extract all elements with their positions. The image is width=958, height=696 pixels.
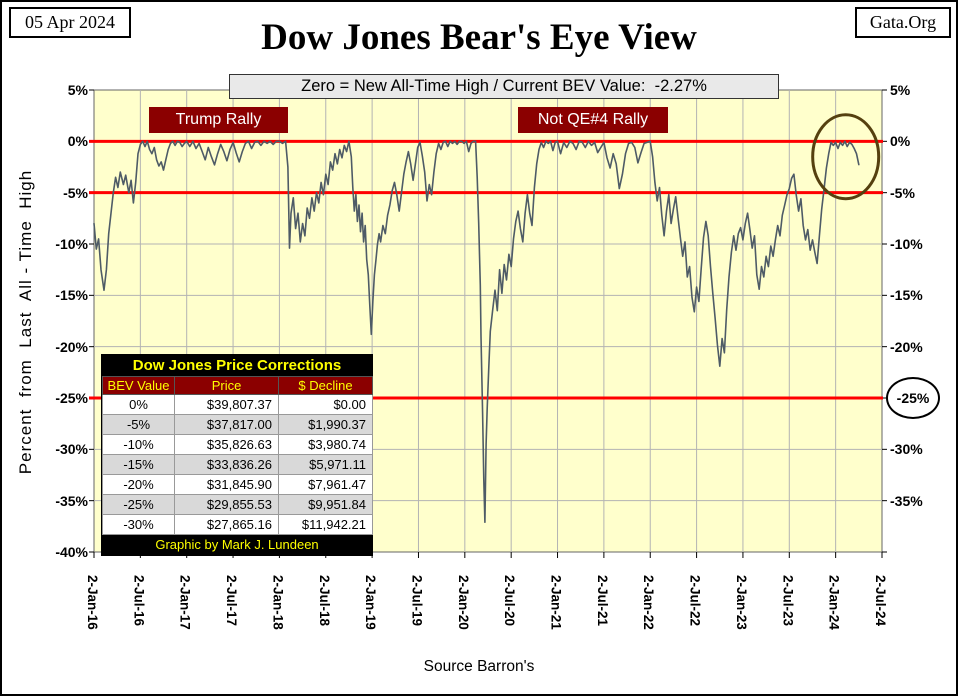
table-cell: -5%	[102, 414, 175, 435]
table-row: -30% $27,865.16 $11,942.21	[102, 514, 373, 535]
table-cell: $35,826.63	[174, 434, 279, 455]
x-axis-tick-label: 2-Jul-16	[131, 575, 147, 627]
y-axis-tick-label-right: -15%	[890, 287, 923, 304]
y-axis-tick-label-left: -35%	[55, 492, 88, 509]
table-title: Dow Jones Price Corrections	[102, 355, 372, 376]
y-axis-tick-label-left: 5%	[67, 82, 88, 98]
x-axis-tick-label: 2-Jan-18	[270, 575, 286, 630]
y-axis-tick-label-right: -30%	[890, 441, 923, 458]
x-axis-tick-label: 2-Jan-22	[641, 575, 657, 630]
table-cell: $33,836.26	[174, 454, 279, 475]
table-column-header: $ Decline	[278, 376, 373, 395]
table-cell: $39,807.37	[174, 394, 279, 415]
y-axis-tick-label-left: -30%	[55, 441, 88, 458]
y-axis-tick-label-left: -10%	[55, 236, 88, 252]
x-axis-tick-label: 2-Jul-17	[224, 575, 240, 627]
table-header-row: BEV Value Price $ Decline	[102, 376, 373, 395]
x-axis-tick-label: 2-Jul-23	[780, 575, 796, 627]
table-cell: $9,951.84	[278, 494, 373, 515]
y-axis-tick-label-left: -20%	[55, 338, 88, 355]
table-cell: 0%	[102, 394, 175, 415]
table-cell: $37,817.00	[174, 414, 279, 435]
date-box: 05 Apr 2024	[9, 7, 131, 38]
table-row: -15% $33,836.26 $5,971.11	[102, 454, 373, 475]
subtitle-banner: Zero = New All-Time High / Current BEV V…	[229, 74, 779, 99]
y-axis-tick-label-right: -5%	[890, 184, 915, 201]
y-axis-tick-label-left: -15%	[55, 287, 88, 304]
table-column-header: BEV Value	[102, 376, 175, 395]
bev-series-line	[93, 140, 860, 524]
table-row: -20% $31,845.90 $7,961.47	[102, 474, 373, 495]
table-credit: Graphic by Mark J. Lundeen	[102, 535, 372, 555]
x-axis-tick-label: 2-Jan-19	[363, 575, 379, 630]
x-axis-tick-label: 2-Jan-17	[177, 575, 193, 630]
table-cell: $0.00	[278, 394, 373, 415]
circled-minus-25-percent-label: -25%	[886, 377, 940, 419]
table-cell: $27,865.16	[174, 514, 279, 535]
y-axis-tick-label-right: 5%	[890, 82, 911, 98]
chart-title: Dow Jones Bear's Eye View	[261, 17, 697, 58]
table-cell: $3,980.74	[278, 434, 373, 455]
y-axis-tick-label-right: -35%	[890, 492, 923, 509]
table-cell: $1,990.37	[278, 414, 373, 435]
x-axis-tick-label: 2-Jul-19	[409, 575, 425, 627]
brand-box: Gata.Org	[855, 7, 951, 38]
table-cell: -20%	[102, 474, 175, 495]
table-row: -10% $35,826.63 $3,980.74	[102, 434, 373, 455]
table-cell: $7,961.47	[278, 474, 373, 495]
y-axis-tick-label-left: 0%	[67, 133, 88, 150]
source-label: Source Barron's	[423, 658, 535, 675]
x-axis-tick-label: 2-Jul-22	[687, 575, 703, 627]
y-axis-tick-label-right: -20%	[890, 338, 923, 355]
table-row: -5% $37,817.00 $1,990.37	[102, 414, 373, 435]
y-axis-tick-label-right: 0%	[890, 133, 911, 150]
y-axis-tick-label-left: -25%	[55, 390, 88, 406]
x-axis-tick-label: 2-Jan-21	[548, 575, 564, 630]
table-cell: -30%	[102, 514, 175, 535]
table-row: 0% $39,807.37 $0.00	[102, 394, 373, 415]
y-axis-tick-label-left: -5%	[63, 184, 88, 201]
table-row: -25% $29,855.53 $9,951.84	[102, 494, 373, 515]
x-axis-tick-label: 2-Jan-16	[85, 575, 100, 630]
table-cell: -25%	[102, 494, 175, 515]
table-grid: BEV Value Price $ Decline 0% $39,807.37 $0.00…	[102, 376, 373, 535]
y-axis-tick-label-right: -10%	[890, 236, 923, 252]
x-axis-tick-label: 2-Jan-24	[826, 575, 842, 630]
x-axis-tick-label: 2-Jan-20	[455, 575, 471, 630]
price-corrections-table: Dow Jones Price Corrections BEV Value Pri…	[101, 354, 373, 556]
x-axis-tick-label: 2-Jul-18	[316, 575, 332, 627]
table-cell: $5,971.11	[278, 454, 373, 475]
recent-highs-circle-annotation	[811, 113, 881, 201]
table-cell: $31,845.90	[174, 474, 279, 495]
x-axis-tick-label: 2-Jul-24	[873, 575, 888, 627]
x-axis-tick-label: 2-Jan-23	[733, 575, 749, 630]
y-axis-title: Percent from Last All - Time High	[16, 169, 35, 475]
x-axis-tick-label: 2-Jul-21	[594, 575, 610, 627]
table-cell: $11,942.21	[278, 514, 373, 535]
not-qe4-rally-label: Not QE#4 Rally	[518, 107, 668, 133]
table-cell: -10%	[102, 434, 175, 455]
x-axis-tick-label: 2-Jul-20	[502, 575, 518, 627]
table-column-header: Price	[174, 376, 279, 395]
table-cell: $29,855.53	[174, 494, 279, 515]
trump-rally-label: Trump Rally	[149, 107, 288, 133]
table-cell: -15%	[102, 454, 175, 475]
y-axis-tick-label-left: -40%	[55, 544, 88, 560]
